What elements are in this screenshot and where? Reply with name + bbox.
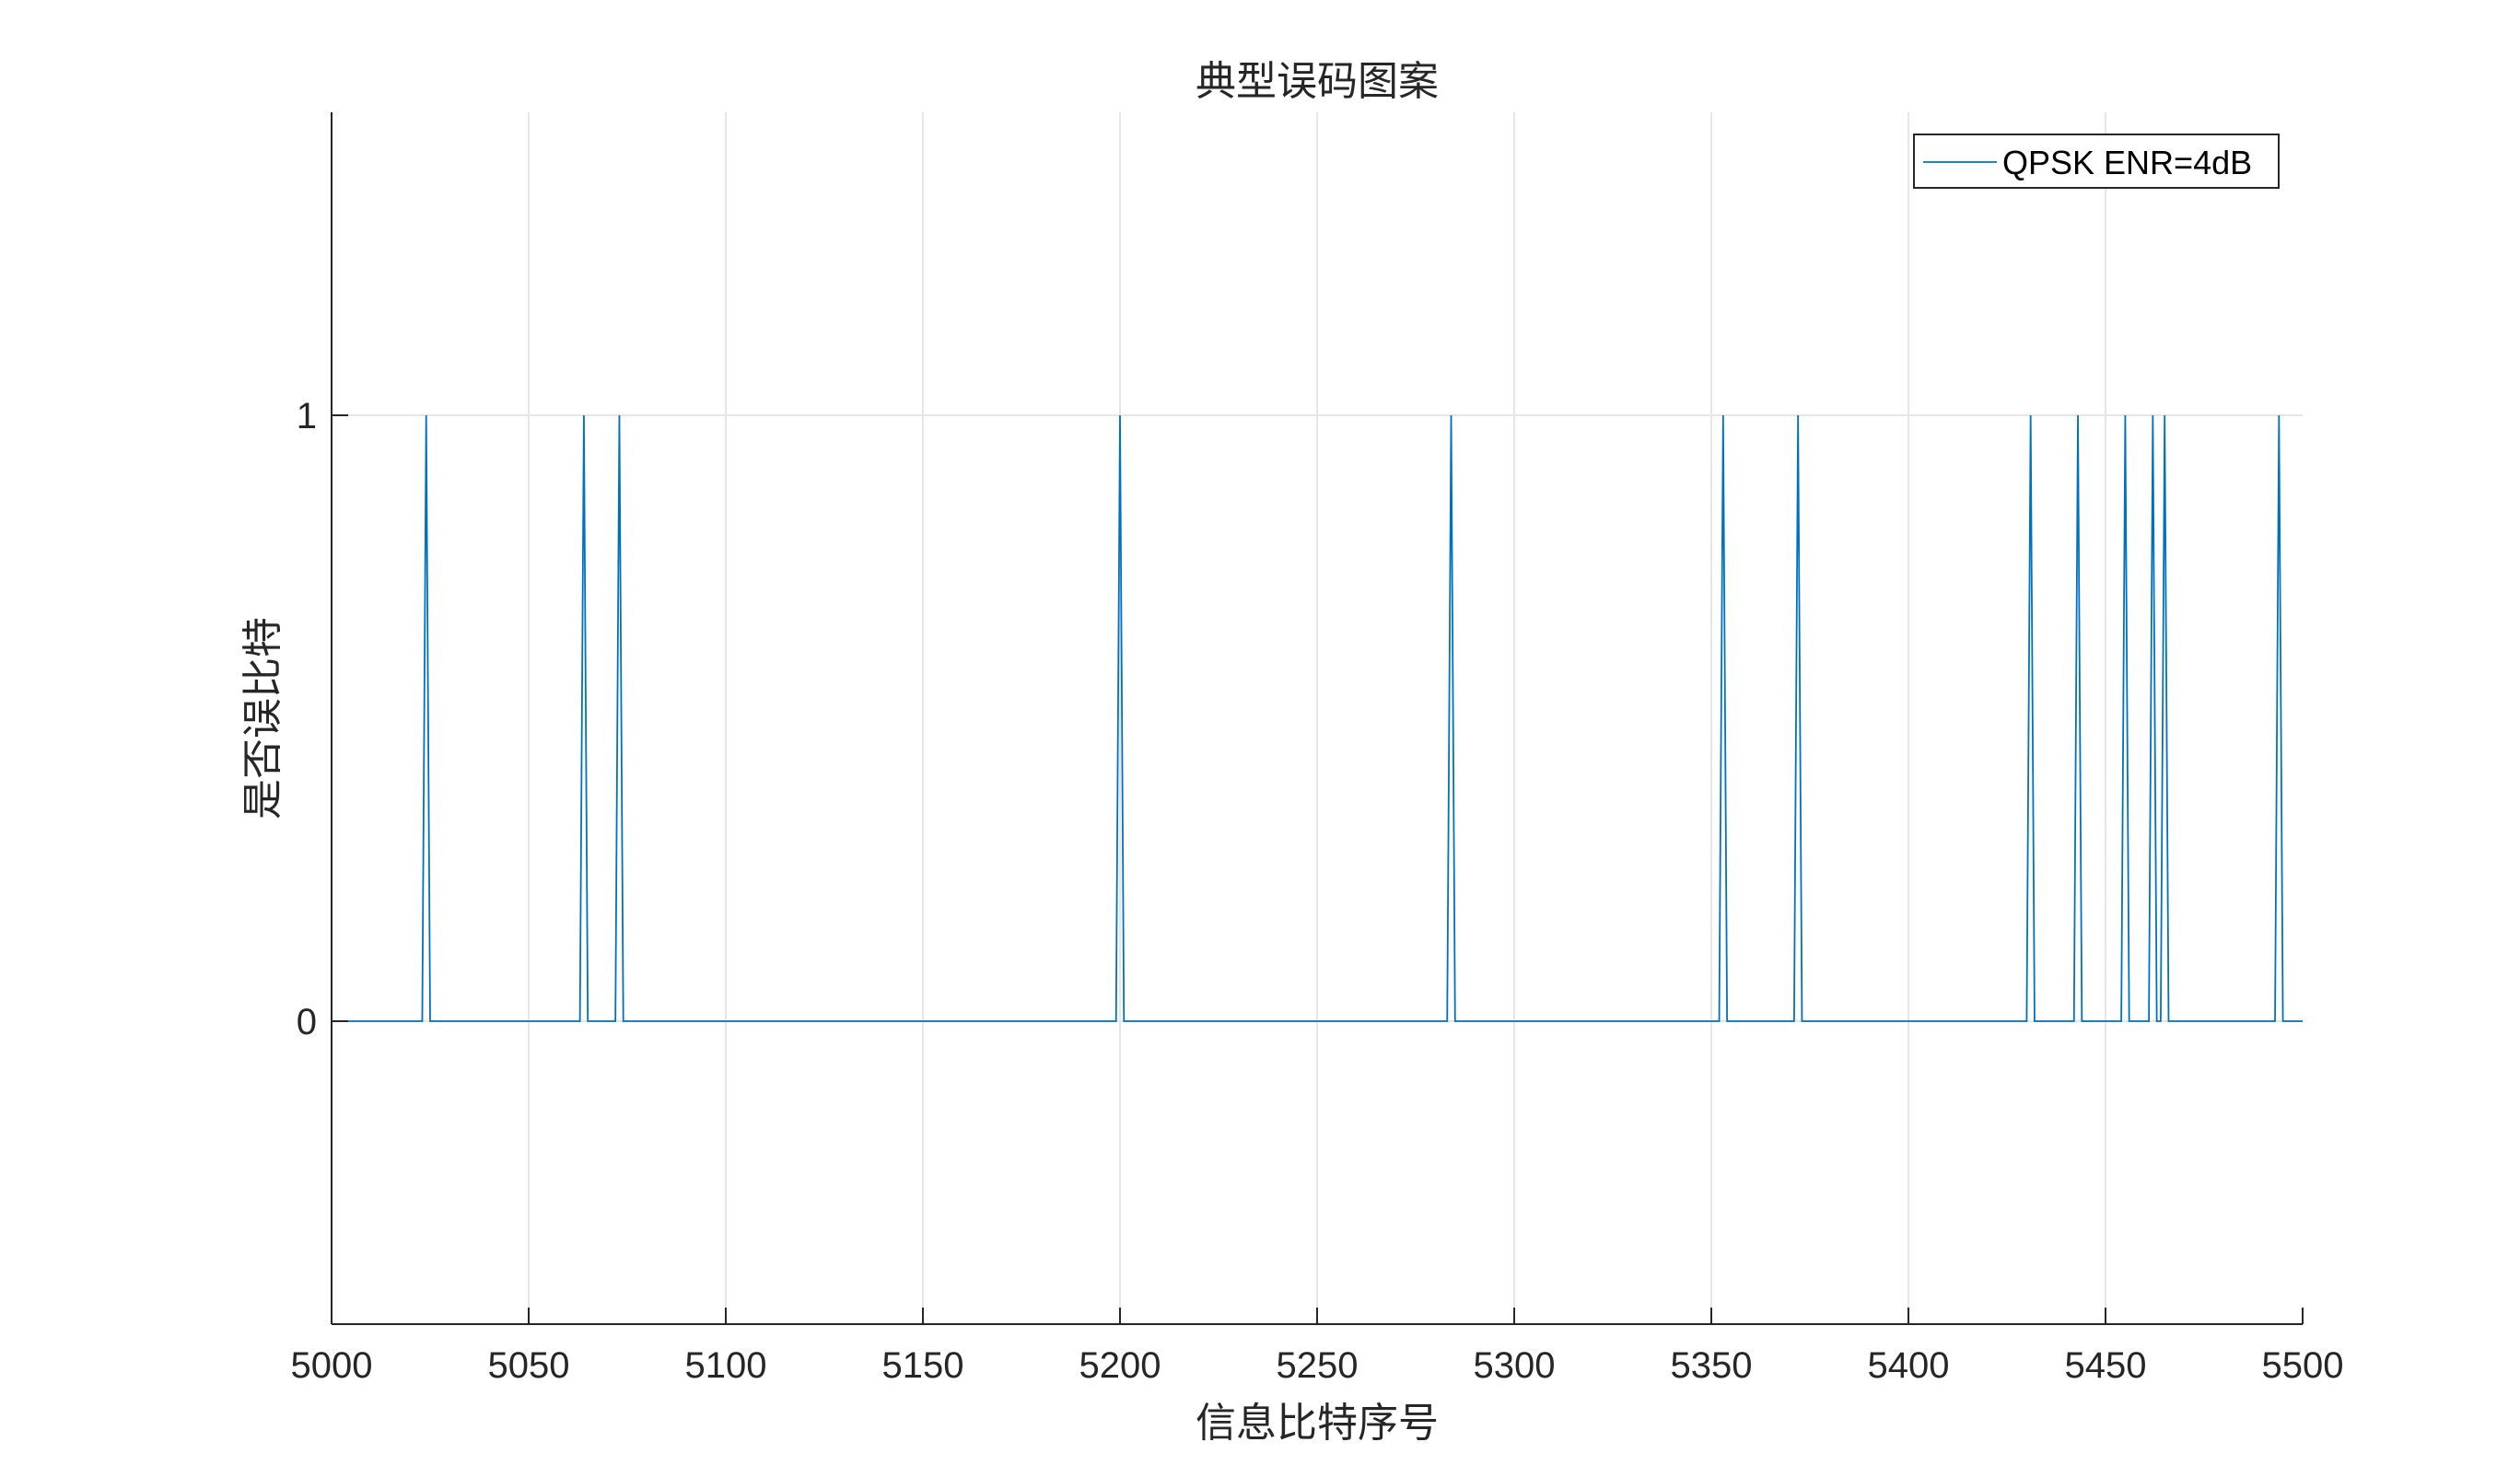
y-tick-label: 1 xyxy=(297,396,317,436)
x-tick-label: 5300 xyxy=(1474,1345,1556,1386)
grid xyxy=(332,112,2303,1324)
x-tick-label: 5000 xyxy=(291,1345,373,1386)
x-tick-label: 5400 xyxy=(1868,1345,1950,1386)
y-axis-title: 是否误比特 xyxy=(239,617,286,820)
x-tick-label: 5450 xyxy=(2065,1345,2147,1386)
ticks: 5000 5050 5100 5150 5200 5250 5300 5350 5400 5450… xyxy=(291,396,2344,1386)
legend-label: QPSK ENR=4dB xyxy=(2002,144,2252,181)
x-tick-label: 5100 xyxy=(685,1345,767,1386)
y-tick-label: 0 xyxy=(297,1002,317,1042)
x-tick-label: 5250 xyxy=(1277,1345,1359,1386)
legend-box xyxy=(1913,134,2280,189)
x-tick-label: 5050 xyxy=(488,1345,570,1386)
x-axis-title: 信息比特序号 xyxy=(1196,1400,1439,1447)
series-layer xyxy=(332,414,2303,1022)
x-tick-label: 5350 xyxy=(1671,1345,1753,1386)
x-tick-label: 5150 xyxy=(882,1345,964,1386)
chart-title: 典型误码图案 xyxy=(1196,58,1439,105)
legend: QPSK ENR=4dB xyxy=(1913,134,2280,189)
x-tick-label: 5200 xyxy=(1079,1345,1161,1386)
x-tick-label: 5500 xyxy=(2262,1345,2344,1386)
series-line-qpsk xyxy=(332,414,2303,1022)
